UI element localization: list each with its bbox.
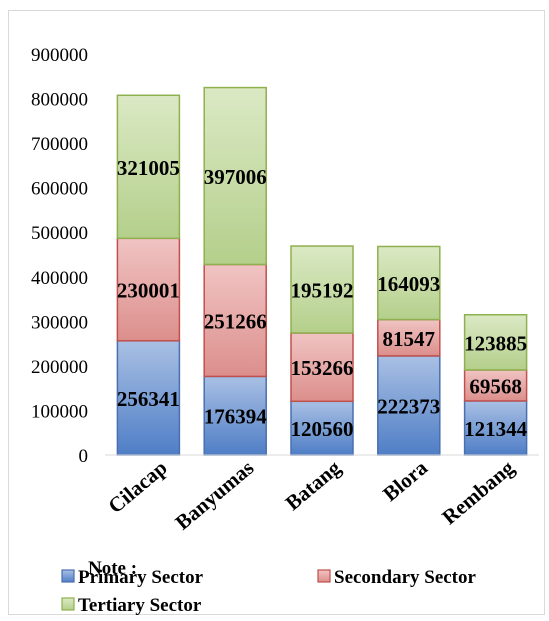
- x-tick-label: Banyumas: [171, 455, 259, 534]
- legend-swatch: [61, 597, 75, 611]
- bar-segment: [463, 369, 528, 402]
- data-label: 321005: [117, 156, 180, 180]
- y-tick-label: 900000: [31, 45, 88, 66]
- bar-segment: [203, 263, 267, 378]
- legend-swatch: [317, 569, 331, 583]
- y-tick-label: 700000: [31, 134, 88, 155]
- data-label: 195192: [291, 279, 354, 303]
- x-tick-label: Blora: [378, 455, 432, 506]
- data-label: 222373: [377, 394, 440, 418]
- chart-frame: [8, 10, 545, 615]
- legend-swatch: [61, 569, 75, 583]
- data-label: 153266: [291, 356, 354, 380]
- bar-segment: [377, 355, 441, 456]
- x-tick-label: Batang: [281, 455, 346, 515]
- legend-label: Primary Sector: [78, 567, 204, 588]
- y-tick-label: 200000: [31, 357, 88, 378]
- data-label: 123885: [464, 331, 527, 355]
- legend-label: Secondary Sector: [334, 567, 477, 588]
- data-label: 176394: [204, 405, 268, 429]
- bars: [116, 86, 528, 456]
- bar-segment: [203, 86, 267, 266]
- data-label: 256341: [117, 387, 180, 411]
- x-tick-label: Cilacap: [103, 455, 171, 518]
- bar-segment: [463, 313, 528, 371]
- data-label: 164093: [377, 272, 440, 296]
- y-tick-label: 300000: [31, 312, 88, 333]
- y-tick-label: 800000: [31, 90, 88, 111]
- bar-segment: [290, 332, 354, 403]
- data-label: 397006: [204, 165, 267, 189]
- y-tick-label: 500000: [31, 223, 88, 244]
- bar-segment: [116, 340, 181, 456]
- data-label: 69568: [469, 374, 522, 398]
- bar-segment: [377, 245, 441, 321]
- data-label: 120560: [291, 417, 354, 441]
- y-tick-label: 100000: [31, 401, 88, 422]
- data-label: 81547: [383, 327, 436, 351]
- legend-title: Note :: [88, 558, 137, 579]
- y-tick-label: 400000: [31, 268, 88, 289]
- bar-segment: [116, 94, 181, 240]
- x-tick-label: Rembang: [437, 455, 519, 529]
- data-label: 251266: [204, 309, 267, 333]
- y-axis: 0 100000 200000 300000 400000 500000 600000 700…: [31, 45, 88, 467]
- data-label: 230001: [117, 279, 180, 303]
- bar-segment: [290, 245, 354, 334]
- legend-label: Tertiary Sector: [78, 595, 202, 616]
- data-label: 121344: [464, 417, 528, 441]
- legend: Note :Primary Sector Secondary Sector Tert…: [61, 558, 477, 616]
- bar-segment: [377, 318, 441, 357]
- data-labels: 256341 230001 321005 176394 251266 397006 1205…: [117, 156, 528, 441]
- bar-segment: [290, 400, 354, 456]
- y-tick-label: 0: [79, 446, 89, 467]
- y-tick-label: 600000: [31, 179, 88, 200]
